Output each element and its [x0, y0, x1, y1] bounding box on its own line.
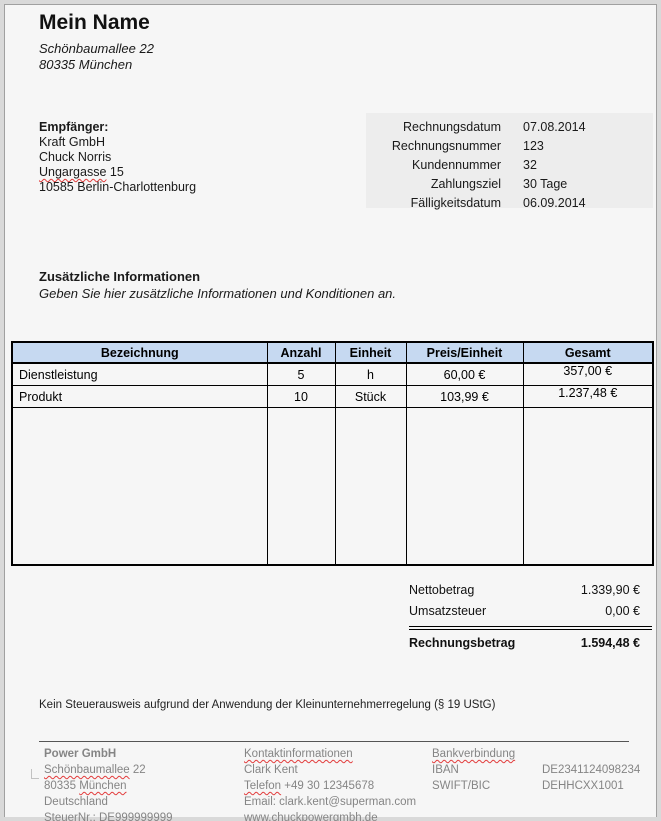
- meta-row-invoice-number: Rechnungsnummer 123: [366, 136, 653, 155]
- table-row: Produkt 10 Stück 103,99 € 1.237,48 €: [11, 385, 654, 408]
- footer-company-country: Deutschland: [44, 796, 108, 808]
- meta-label: Rechnungsdatum: [403, 119, 501, 134]
- totals-block: Nettobetrag 1.339,90 € Umsatzsteuer 0,00…: [409, 583, 652, 657]
- item-name: Dienstleistung: [11, 362, 268, 386]
- item-name: Produkt: [11, 385, 268, 408]
- recipient-block: Empfänger: Kraft GmbH Chuck Norris Ungar…: [39, 120, 196, 195]
- item-quantity: 10: [266, 385, 336, 408]
- footer-company-column: Power GmbH Schönbaumallee 22 80335 Münch…: [44, 746, 173, 821]
- recipient-city: 10585 Berlin-Charlottenburg: [39, 180, 197, 194]
- footer-contact-website: www.chuckpowergmbh.de: [244, 812, 378, 821]
- item-total: 357,00 €: [522, 362, 654, 386]
- sender-name: Mein Name: [39, 11, 150, 34]
- net-amount-row: Nettobetrag 1.339,90 €: [409, 583, 652, 604]
- footer-divider: [39, 741, 629, 742]
- item-quantity: 5: [266, 362, 336, 386]
- meta-value: 07.08.2014: [523, 119, 586, 134]
- table-row: Dienstleistung 5 h 60,00 € 357,00 €: [11, 362, 654, 386]
- meta-row-customer-number: Kundennummer 32: [366, 155, 653, 174]
- sender-street: Schönbaumallee 22: [39, 41, 154, 56]
- net-amount-value: 1.339,90 €: [580, 583, 640, 597]
- vat-label: Umsatzsteuer: [409, 604, 487, 618]
- invoice-meta-box: Rechnungsdatum 07.08.2014 Rechnungsnumme…: [366, 113, 653, 210]
- footer-bic-label: SWIFT/BIC: [432, 780, 491, 792]
- item-unit: Stück: [334, 385, 407, 408]
- grand-total-label: Rechnungsbetrag: [409, 636, 516, 650]
- footer-contact-phone: Telefon +49 30 12345678: [244, 780, 375, 792]
- item-unit-price: 103,99 €: [405, 385, 524, 408]
- footer-bic-row: SWIFT/BIC DEHHCXX1001: [432, 778, 640, 794]
- meta-row-due-date: Fälligkeitsdatum 06.09.2014: [366, 193, 653, 212]
- footer-contact-email: Email: clark.kent@superman.com: [244, 796, 417, 808]
- table-filler-row: [11, 407, 654, 566]
- net-amount-label: Nettobetrag: [409, 583, 475, 597]
- col-header-preis-einheit: Preis/Einheit: [405, 341, 524, 364]
- footer-company-street: Schönbaumallee 22: [44, 764, 146, 776]
- invoice-page[interactable]: Mein Name Schönbaumallee 22 80335 Münche…: [4, 4, 657, 821]
- meta-label: Rechnungsnummer: [391, 138, 501, 153]
- sender-city: 80335 München: [39, 57, 133, 72]
- item-unit: h: [334, 362, 407, 386]
- item-total-value: 1.237,48 €: [558, 386, 618, 400]
- footer-company-tax-id: SteuerNr.: DE999999999: [44, 812, 173, 821]
- tax-exemption-note: Kein Steuerausweis aufgrund der Anwendun…: [39, 699, 496, 711]
- grand-total-value: 1.594,48 €: [580, 636, 640, 650]
- footer-bic-value: DEHHCXX1001: [542, 780, 624, 792]
- additional-info-block: Zusätzliche Informationen Geben Sie hier…: [39, 269, 396, 301]
- meta-label: Kundennummer: [412, 157, 501, 172]
- item-unit-price: 60,00 €: [405, 362, 524, 386]
- col-header-einheit: Einheit: [334, 341, 407, 364]
- line-items-table: Bezeichnung Anzahl Einheit Preis/Einheit…: [11, 341, 654, 566]
- footer-iban-row: IBAN DE2341124098234: [432, 762, 640, 778]
- item-total-value: 357,00 €: [563, 364, 613, 378]
- grand-total-row: Rechnungsbetrag 1.594,48 €: [409, 626, 652, 657]
- meta-row-invoice-date: Rechnungsdatum 07.08.2014: [366, 117, 653, 136]
- footer-company-name: Power GmbH: [44, 748, 117, 760]
- col-header-gesamt: Gesamt: [522, 341, 654, 364]
- recipient-street: Ungargasse 15: [39, 165, 124, 179]
- footer-contact-person: Clark Kent: [244, 764, 298, 776]
- text-boundary-marker: [31, 769, 39, 779]
- recipient-person: Chuck Norris: [39, 150, 112, 164]
- meta-value: 30 Tage: [523, 176, 568, 191]
- vat-value: 0,00 €: [605, 604, 640, 618]
- item-total: 1.237,48 €: [522, 385, 654, 408]
- footer-contact-title: Kontaktinformationen: [244, 748, 353, 760]
- footer-company-city: 80335 München: [44, 780, 127, 792]
- vat-row: Umsatzsteuer 0,00 €: [409, 604, 652, 625]
- footer-iban-label: IBAN: [432, 764, 459, 776]
- meta-label: Zahlungsziel: [430, 176, 501, 191]
- meta-value: 06.09.2014: [523, 195, 586, 210]
- additional-info-subtitle: Geben Sie hier zusätzliche Informationen…: [39, 286, 397, 301]
- recipient-label: Empfänger:: [39, 120, 109, 134]
- footer-bank-title: Bankverbindung: [432, 748, 516, 760]
- sender-address: Schönbaumallee 22 80335 München: [39, 41, 154, 73]
- additional-info-title: Zusätzliche Informationen: [39, 269, 201, 284]
- meta-row-payment-terms: Zahlungsziel 30 Tage: [366, 174, 653, 193]
- meta-label: Fälligkeitsdatum: [410, 195, 501, 210]
- meta-value: 123: [523, 138, 544, 153]
- col-header-anzahl: Anzahl: [266, 341, 336, 364]
- col-header-bezeichnung: Bezeichnung: [11, 341, 268, 364]
- footer-contact-column: Kontaktinformationen Clark Kent Telefon …: [244, 746, 416, 821]
- meta-value: 32: [523, 157, 537, 172]
- footer-bank-column: Bankverbindung IBAN DE2341124098234 SWIF…: [432, 746, 640, 794]
- footer-iban-value: DE2341124098234: [542, 764, 641, 776]
- recipient-company: Kraft GmbH: [39, 135, 105, 149]
- table-header-row: Bezeichnung Anzahl Einheit Preis/Einheit…: [11, 341, 654, 364]
